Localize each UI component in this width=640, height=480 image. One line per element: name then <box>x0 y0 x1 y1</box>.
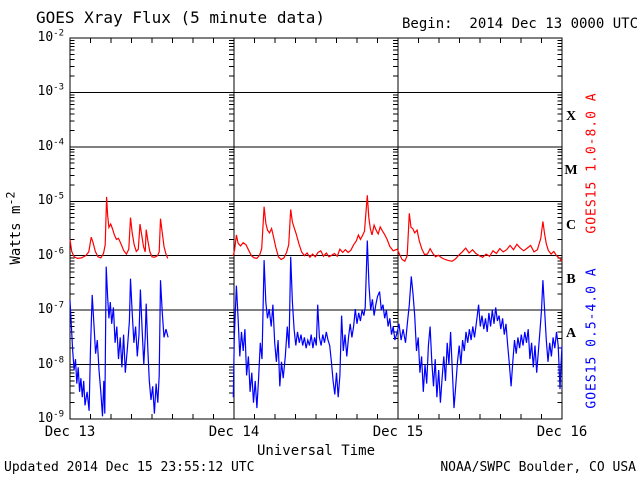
series-label-long-channel: GOES15 1.0-8.0 A <box>584 92 600 234</box>
y-tick-label: 10-9 <box>37 409 65 426</box>
x-tick-label: Dec 16 <box>536 424 588 440</box>
xray-short-channel-curve <box>232 240 563 409</box>
chart-title: GOES Xray Flux (5 minute data) <box>36 8 325 27</box>
y-tick-label: 10-8 <box>37 355 65 372</box>
xray-long-channel-curve <box>232 195 563 263</box>
begin-time-label: Begin: 2014 Dec 13 0000 UTC <box>402 16 639 32</box>
y-tick-label: 10-2 <box>37 28 65 45</box>
y-tick-label: 10-5 <box>37 191 65 209</box>
x-tick-label: Dec 13 <box>44 424 96 440</box>
x-tick-label: Dec 14 <box>208 424 260 440</box>
flare-class-letter: X <box>565 108 577 124</box>
x-axis-title: Universal Time <box>256 443 376 459</box>
flare-class-letter: C <box>565 217 577 233</box>
x-tick-label: Dec 15 <box>372 424 424 440</box>
y-tick-label: 10-7 <box>37 300 65 318</box>
xray-short-channel-curve <box>69 266 169 417</box>
xray-long-channel-curve <box>69 196 169 260</box>
y-axis-unit-exponent: -2 <box>3 191 18 206</box>
flare-class-letter: A <box>565 326 577 342</box>
y-tick-label: 10-3 <box>37 83 65 100</box>
series-label-short-channel: GOES15 0.5-4.0 A <box>584 267 600 409</box>
y-axis-unit-base: Watts m <box>8 205 24 265</box>
y-tick-label: 10-6 <box>37 246 65 263</box>
y-tick-label: 10-4 <box>37 137 65 154</box>
updated-timestamp: Updated 2014 Dec 15 23:55:12 UTC <box>4 460 255 475</box>
y-axis-unit-label: Watts m-2 <box>3 191 24 265</box>
credit-label: NOAA/SWPC Boulder, CO USA <box>440 460 636 475</box>
flare-class-letter: B <box>566 271 576 287</box>
flare-class-letter: M <box>564 163 578 179</box>
